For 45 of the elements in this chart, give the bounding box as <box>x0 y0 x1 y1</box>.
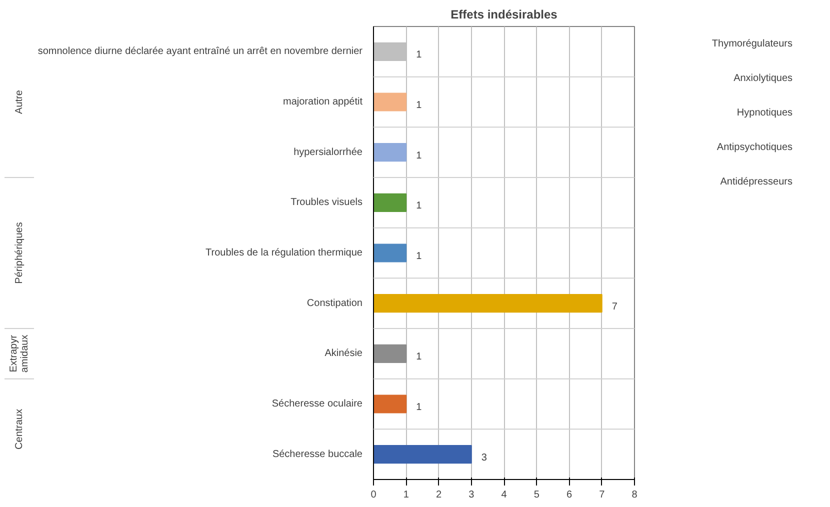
chart-title: Effets indésirables <box>450 8 558 22</box>
data-label: 3 <box>481 452 488 464</box>
text: Antidépresseurs <box>720 176 793 188</box>
y-tick-label: Troubles de la régulation thermique <box>206 248 363 258</box>
y-tick-label: Troubles visuels <box>290 197 363 208</box>
text: Antipsychotiques <box>716 142 793 154</box>
y-tick-label: Akinésie <box>324 348 363 360</box>
data-label: 1 <box>416 200 422 212</box>
y-tick-label: Sécheresse oculaire <box>272 398 363 410</box>
text: Périphériques <box>14 222 25 284</box>
data-label: 7 <box>612 301 618 312</box>
y-tick-label: Constipation <box>306 298 363 309</box>
bar <box>374 445 472 464</box>
data-label: 1 <box>416 352 422 363</box>
text: Extrapyr amidaux <box>8 334 30 373</box>
x-tick-label: 5 <box>534 490 540 500</box>
x-tick-label: 6 <box>566 490 572 500</box>
bar <box>374 244 407 262</box>
data-label: 1 <box>416 251 422 262</box>
text: Centraux <box>14 408 25 450</box>
x-tick-label: 1 <box>403 490 410 500</box>
data-label: 1 <box>416 402 422 413</box>
x-tick-label: 8 <box>632 490 638 500</box>
x-tick-label: 0 <box>370 490 377 500</box>
x-tick-label: 2 <box>436 490 442 500</box>
bar <box>374 394 407 414</box>
x-tick-label: 4 <box>501 490 508 500</box>
data-label: 1 <box>416 150 422 162</box>
x-tick-label: 3 <box>468 490 475 500</box>
y-tick-label: somnolence diurne déclarée ayant entraîné un arrêt en novembre dernier <box>38 46 364 58</box>
data-label: 1 <box>416 100 422 111</box>
text: Autre <box>14 90 25 114</box>
y-tick-label: Sécheresse buccale <box>272 448 363 460</box>
y-tick-label: hypersialorrhée <box>294 146 363 158</box>
bar <box>374 143 407 162</box>
text: Anxiolytiques <box>734 72 792 84</box>
bar <box>374 294 602 313</box>
x-tick-label: 7 <box>599 490 606 500</box>
data-label: 1 <box>416 50 422 61</box>
text: Thymorégulateurs <box>712 38 793 50</box>
bar <box>374 92 407 112</box>
y-tick-label: majoration appétit <box>283 96 363 108</box>
text: Hypnotiques <box>736 108 793 118</box>
bar <box>374 344 407 363</box>
bar <box>374 193 407 212</box>
